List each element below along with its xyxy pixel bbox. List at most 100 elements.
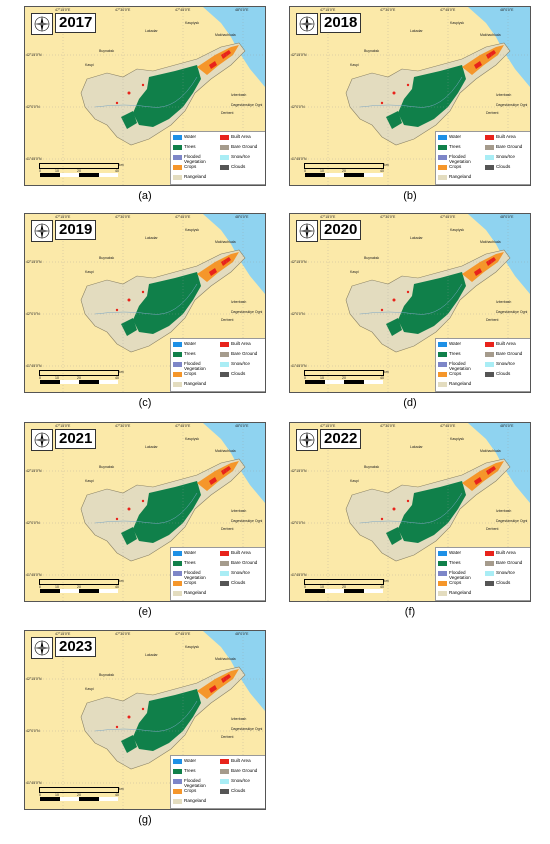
scale-label: 40 bbox=[380, 376, 384, 380]
legend: Water Built Area Trees Bare Ground Flood… bbox=[170, 755, 265, 809]
legend-item: Trees bbox=[436, 351, 484, 359]
longitude-tick: 47°30'0"E bbox=[115, 424, 131, 428]
legend-swatch bbox=[220, 759, 229, 764]
coastal-built-2 bbox=[474, 61, 482, 69]
longitude-tick: 47°30'0"E bbox=[115, 632, 131, 636]
legend-label: Bare Ground bbox=[231, 768, 258, 773]
legend-swatch bbox=[173, 135, 182, 140]
legend-label: Clouds bbox=[231, 371, 246, 376]
legend-label: Flooded Vegetation bbox=[184, 154, 206, 164]
tree-cover-patch bbox=[121, 111, 137, 129]
place-label: Izberbash bbox=[496, 300, 512, 304]
longitude-tick: 47°45'0"E bbox=[175, 8, 191, 12]
latitude-tick: 42°0'0"N bbox=[26, 312, 40, 316]
legend-swatch bbox=[173, 165, 182, 170]
tree-cover bbox=[133, 272, 201, 334]
legend-swatch bbox=[438, 352, 447, 357]
legend-item: Clouds bbox=[218, 164, 265, 172]
panel-caption: (e) bbox=[138, 606, 152, 618]
latitude-tick: 41°45'0"N bbox=[26, 364, 42, 368]
map-panel: 47°15'0"E 47°30'0"E 47°45'0"E 48°0'0"E 42°15… bbox=[289, 213, 531, 409]
place-label: Kaspiysk bbox=[185, 228, 200, 232]
latitude-tick: 41°45'0"N bbox=[291, 157, 307, 161]
legend-item: Bare Ground bbox=[218, 144, 265, 152]
legend-label: Rangeland bbox=[449, 590, 472, 595]
longitude-tick: 47°45'0"E bbox=[440, 215, 456, 219]
longitude-tick: 47°30'0"E bbox=[115, 215, 131, 219]
legend-label: Trees bbox=[184, 560, 196, 565]
tree-cover-patch bbox=[386, 318, 402, 336]
land-cover-map bbox=[290, 423, 530, 601]
legend-label: Flooded Vegetation bbox=[449, 361, 471, 371]
legend-item: Built Area bbox=[218, 341, 265, 349]
longitude-tick: 47°15'0"E bbox=[55, 8, 71, 12]
scale-label: 40 bbox=[380, 585, 384, 589]
legend-item: Crops bbox=[171, 164, 219, 172]
legend-item: Trees bbox=[171, 144, 219, 152]
map-frame: 47°15'0"E 47°30'0"E 47°45'0"E 48°0'0"E 42°15… bbox=[24, 422, 266, 602]
legend-label: Built Area bbox=[496, 550, 516, 555]
legend-item: Flooded Vegetation bbox=[171, 570, 219, 580]
legend-item: Crops bbox=[436, 580, 484, 588]
coastal-built-2 bbox=[474, 477, 482, 485]
map-panel: 47°15'0"E 47°30'0"E 47°45'0"E 48°0'0"E 42°15… bbox=[289, 422, 531, 618]
legend-item: Rangeland bbox=[436, 174, 484, 182]
legend-label: Trees bbox=[449, 560, 461, 565]
panel-caption: (c) bbox=[138, 397, 152, 409]
legend-label: Rangeland bbox=[449, 174, 472, 179]
latitude-tick: 42°0'0"N bbox=[26, 729, 40, 733]
scale-unit: km bbox=[119, 787, 124, 791]
legend-swatch bbox=[173, 779, 182, 784]
tree-cover-patch bbox=[386, 111, 402, 129]
place-label: Buynaksk bbox=[99, 49, 115, 53]
legend-label: Crops bbox=[184, 371, 197, 376]
tree-cover bbox=[398, 65, 466, 127]
tree-cover-patch bbox=[121, 735, 137, 753]
legend-swatch bbox=[438, 135, 447, 140]
legend-swatch bbox=[438, 145, 447, 150]
map-frame: 47°15'0"E 47°30'0"E 47°45'0"E 48°0'0"E 42°15… bbox=[24, 6, 266, 186]
legend-label: Clouds bbox=[496, 580, 511, 585]
scale-label: 20 bbox=[342, 376, 346, 380]
place-label: Derbent bbox=[221, 735, 234, 739]
land-cover-map bbox=[290, 214, 530, 392]
legend-swatch bbox=[485, 155, 494, 160]
legend-item: Built Area bbox=[483, 550, 530, 558]
place-label: Lakadar bbox=[145, 236, 158, 240]
tree-cover bbox=[133, 65, 201, 127]
legend-label: Crops bbox=[449, 580, 462, 585]
scale-label: 20 bbox=[342, 169, 346, 173]
legend-swatch bbox=[220, 779, 229, 784]
year-label: 2018 bbox=[320, 13, 362, 33]
legend-label: Trees bbox=[184, 351, 196, 356]
legend-swatch bbox=[438, 382, 447, 387]
map-frame: 47°15'0"E 47°30'0"E 47°45'0"E 48°0'0"E 42°15… bbox=[289, 422, 531, 602]
legend-item: Rangeland bbox=[171, 590, 219, 598]
legend-swatch bbox=[438, 591, 447, 596]
coastal-built bbox=[221, 466, 231, 475]
legend-swatch bbox=[173, 382, 182, 387]
year-label: 2019 bbox=[55, 220, 97, 240]
place-label: Buynaksk bbox=[364, 49, 380, 53]
scale-label: 10 bbox=[320, 376, 324, 380]
map-frame: 47°15'0"E 47°30'0"E 47°45'0"E 48°0'0"E 42°15… bbox=[289, 213, 531, 393]
legend-item: Crops bbox=[171, 371, 219, 379]
land-cover-map bbox=[290, 7, 530, 185]
legend-label: Crops bbox=[449, 371, 462, 376]
legend-label: Crops bbox=[449, 164, 462, 169]
longitude-tick: 47°15'0"E bbox=[320, 424, 336, 428]
scale-bar bbox=[39, 370, 119, 384]
longitude-tick: 47°45'0"E bbox=[175, 215, 191, 219]
legend-swatch bbox=[485, 362, 494, 367]
place-label: Lakadar bbox=[145, 29, 158, 33]
place-label: Makhachkala bbox=[480, 33, 501, 37]
place-label: Makhachkala bbox=[215, 449, 236, 453]
place-label: Kaspi bbox=[85, 479, 94, 483]
panel-caption: (b) bbox=[403, 190, 417, 202]
legend-item: Flooded Vegetation bbox=[171, 154, 219, 164]
legend-swatch bbox=[438, 165, 447, 170]
legend-label: Water bbox=[449, 550, 462, 555]
scale-label: 40 bbox=[115, 793, 119, 797]
legend-swatch bbox=[485, 165, 494, 170]
map-panel: 47°15'0"E 47°30'0"E 47°45'0"E 48°0'0"E 42°15… bbox=[289, 6, 531, 202]
